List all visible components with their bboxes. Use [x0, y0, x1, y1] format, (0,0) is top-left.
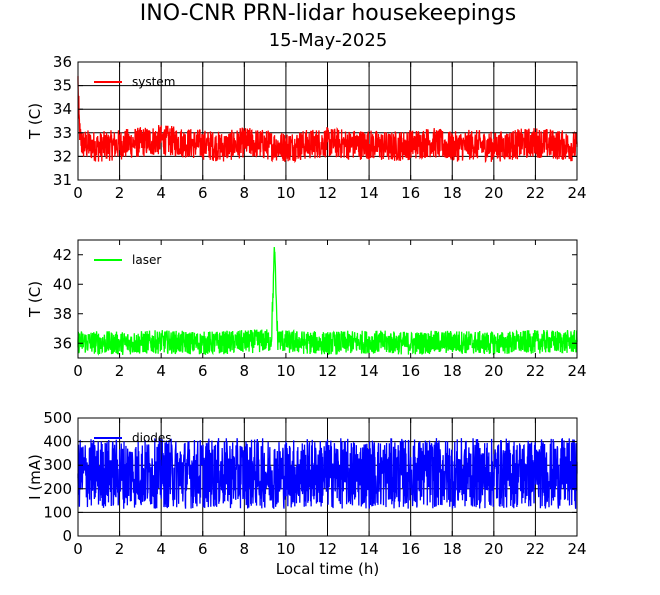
x-tick-label: 12 — [318, 362, 337, 380]
x-tick-label: 10 — [276, 540, 295, 558]
y-tick-label: 35 — [53, 77, 72, 95]
x-tick-label: 12 — [318, 184, 337, 202]
x-tick-label: 2 — [115, 362, 125, 380]
x-tick-label: 8 — [240, 184, 250, 202]
x-tick-label: 8 — [240, 540, 250, 558]
x-tick-label: 0 — [73, 540, 83, 558]
y-tick-label: 36 — [53, 53, 72, 71]
x-tick-label: 2 — [115, 540, 125, 558]
figure-subtitle: 15-May-2025 — [269, 30, 388, 51]
y-tick-label: 500 — [43, 409, 72, 427]
x-tick-label: 20 — [484, 184, 503, 202]
x-tick-label: 16 — [401, 184, 420, 202]
x-tick-label: 2 — [115, 184, 125, 202]
y-axis-label: T (C) — [26, 281, 44, 318]
y-tick-label: 42 — [53, 246, 72, 264]
x-tick-label: 16 — [401, 540, 420, 558]
x-tick-label: 10 — [276, 184, 295, 202]
x-tick-label: 0 — [73, 184, 83, 202]
x-tick-label: 6 — [198, 362, 208, 380]
y-tick-label: 32 — [53, 147, 72, 165]
figure-title: INO-CNR PRN-lidar housekeepings — [140, 1, 516, 26]
y-tick-label: 40 — [53, 275, 72, 293]
x-tick-label: 22 — [526, 540, 545, 558]
y-tick-label: 0 — [62, 527, 72, 545]
x-tick-label: 6 — [198, 184, 208, 202]
x-tick-label: 24 — [567, 540, 586, 558]
x-tick-label: 14 — [360, 362, 379, 380]
series-line-diodes — [77, 438, 578, 509]
y-tick-label: 300 — [43, 456, 72, 474]
x-tick-label: 16 — [401, 362, 420, 380]
x-tick-label: 18 — [443, 362, 462, 380]
y-tick-label: 400 — [43, 433, 72, 451]
y-tick-label: 38 — [53, 305, 72, 323]
legend-label: system — [132, 75, 175, 89]
x-tick-label: 24 — [567, 184, 586, 202]
x-tick-label: 14 — [360, 540, 379, 558]
x-tick-label: 12 — [318, 540, 337, 558]
y-axis-label: T (C) — [26, 103, 44, 140]
x-tick-label: 24 — [567, 362, 586, 380]
y-tick-label: 31 — [53, 171, 72, 189]
y-tick-label: 200 — [43, 480, 72, 498]
x-tick-label: 4 — [156, 540, 166, 558]
x-tick-label: 0 — [73, 362, 83, 380]
legend-label: diodes — [132, 431, 172, 445]
x-tick-label: 4 — [156, 362, 166, 380]
y-axis-label: I (mA) — [26, 454, 44, 500]
x-tick-label: 20 — [484, 540, 503, 558]
x-tick-label: 22 — [526, 184, 545, 202]
x-axis-label: Local time (h) — [276, 560, 380, 578]
x-tick-label: 18 — [443, 540, 462, 558]
x-tick-label: 22 — [526, 362, 545, 380]
x-tick-label: 10 — [276, 362, 295, 380]
y-tick-label: 100 — [43, 503, 72, 521]
series-line-system — [77, 76, 578, 164]
series-line-laser — [77, 246, 578, 356]
x-tick-label: 6 — [198, 540, 208, 558]
x-tick-label: 4 — [156, 184, 166, 202]
y-tick-label: 36 — [53, 334, 72, 352]
x-tick-label: 20 — [484, 362, 503, 380]
x-tick-label: 8 — [240, 362, 250, 380]
legend-label: laser — [132, 253, 161, 267]
x-tick-label: 18 — [443, 184, 462, 202]
x-tick-label: 14 — [360, 184, 379, 202]
y-tick-label: 34 — [53, 100, 72, 118]
y-tick-label: 33 — [53, 124, 72, 142]
